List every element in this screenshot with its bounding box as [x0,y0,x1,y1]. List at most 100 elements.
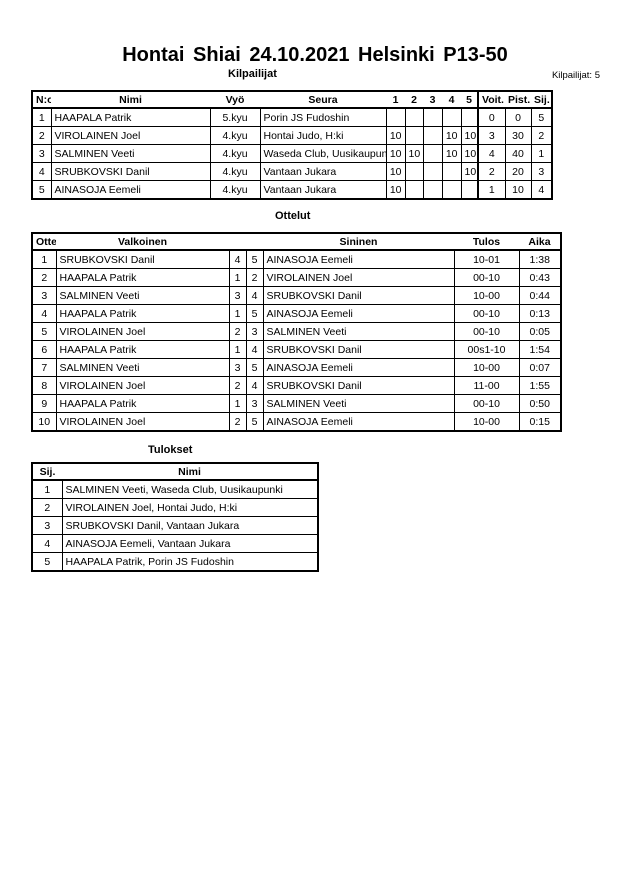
table-cell: VIROLAINEN Joel [262,268,455,287]
table-row: 1 SRUBKOVSKI Danil 4 5 AINASOJA Eemeli 10-01 1… [31,249,562,269]
column-header: Seura [260,91,386,109]
table-cell: 2 [245,268,264,287]
table-cell: 4.kyu [209,162,261,181]
table-cell: 10 [460,126,479,145]
column-header: Tulos [454,233,519,251]
table-cell [404,162,424,181]
table-cell: 5 [530,107,553,127]
table-cell: 3 [228,358,247,377]
table-cell [441,162,462,181]
table-row: 4 AINASOJA Eemeli, Vantaan Jukara [31,534,319,553]
table-cell: 4 [477,144,506,163]
table-cell: AINASOJA Eemeli [262,304,455,323]
competitors-table: N:oNimiVyöSeura12345Voit.Pist.Sij.1HAAPA… [31,90,553,200]
table-cell: 0:50 [518,394,562,413]
table-cell: 4 [245,286,264,305]
table-cell: 3 [477,126,506,145]
table-cell: HAAPALA Patrik [50,107,211,127]
table-cell: 4 [228,249,247,269]
column-header: Nimi [51,91,210,109]
table-cell: 1 [31,479,63,499]
table-cell: SALMINEN Veeti [262,322,455,341]
table-cell: 40 [504,144,532,163]
table-cell: VIROLAINEN Joel [55,412,230,432]
table-cell: 3 [31,286,57,305]
table-cell: 10 [31,412,57,432]
table-row: 5 VIROLAINEN Joel 2 3 SALMINEN Veeti 00-10 0:0… [31,322,562,341]
column-header: Sij. [32,463,62,481]
table-cell: 10 [460,162,479,181]
table-cell: 10 [404,144,424,163]
table-cell: 00-10 [453,394,520,413]
page-title: Hontai Shiai 24.10.2021 Helsinki P13-50 [122,44,508,66]
table-cell: 10 [460,144,479,163]
table-cell: AINASOJA Eemeli [262,358,455,377]
table-cell: 11-00 [453,376,520,395]
table-cell: 5 [245,412,264,432]
table-cell: SALMINEN Veeti [50,144,211,163]
table-cell: 3 [245,394,264,413]
table-cell: 5 [31,322,57,341]
table-cell: 00-10 [453,268,520,287]
table-cell [404,107,424,127]
matches-heading: Ottelut [275,210,311,222]
table-cell: 5 [245,304,264,323]
table-cell: 00-10 [453,322,520,341]
table-row: 4 HAAPALA Patrik 1 5 AINASOJA Eemeli 00-10 0:1… [31,304,562,323]
table-cell: 10 [504,180,532,200]
table-cell: 30 [504,126,532,145]
table-cell: 2 [31,498,63,517]
table-row: 8 VIROLAINEN Joel 2 4 SRUBKOVSKI Danil 11-00 1… [31,376,562,395]
table-cell [422,126,443,145]
table-cell: 2 [228,376,247,395]
results-table: Sij. Nimi 1 SALMINEN Veeti, Waseda Club, Uu… [31,462,319,572]
table-row: 3 SALMINEN Veeti 3 4 SRUBKOVSKI Danil 10-00 0:… [31,286,562,305]
table-cell: 1 [31,107,52,127]
table-cell: AINASOJA Eemeli [262,412,455,432]
table-cell: 9 [31,394,57,413]
table-cell: SRUBKOVSKI Danil [262,340,455,359]
column-header [246,233,263,251]
table-cell: AINASOJA Eemeli, Vantaan Jukara [61,534,319,553]
column-header: 3 [423,91,442,109]
table-cell: SALMINEN Veeti [262,394,455,413]
table-cell: SRUBKOVSKI Danil [50,162,211,181]
table-cell: SRUBKOVSKI Danil [262,376,455,395]
competitor-count: Kilpailijat: 5 [551,70,600,81]
table-cell: 2 [228,412,247,432]
table-cell: 10 [385,144,406,163]
table-cell: 2 [31,268,57,287]
table-cell: HAAPALA Patrik, Porin JS Fudoshin [61,552,319,572]
table-cell: 0:15 [518,412,562,432]
table-cell: 2 [530,126,553,145]
table-cell: 3 [530,162,553,181]
table-cell: 1 [477,180,506,200]
table-cell: 4 [31,304,57,323]
table-cell: SRUBKOVSKI Danil, Vantaan Jukara [61,516,319,535]
table-cell: 4 [530,180,553,200]
table-cell: 4 [31,162,52,181]
table-cell: 1:55 [518,376,562,395]
table-cell: 7 [31,358,57,377]
column-header: Valkoinen [56,233,229,251]
table-cell [441,180,462,200]
table-row: 2 VIROLAINEN Joel, Hontai Judo, H:ki [31,498,319,517]
table-cell: 4 [31,534,63,553]
table-cell: Waseda Club, Uusikaupunki [259,144,387,163]
column-header: Ottelu [32,233,56,251]
table-cell: HAAPALA Patrik [55,340,230,359]
table-cell: HAAPALA Patrik [55,394,230,413]
table-cell: SALMINEN Veeti, Waseda Club, Uusikaupunk… [61,479,319,499]
table-cell: 3 [245,322,264,341]
table-cell: 4 [245,376,264,395]
table-cell: SALMINEN Veeti [55,286,230,305]
table-cell: 0:13 [518,304,562,323]
table-cell: 0 [504,107,532,127]
table-cell: SRUBKOVSKI Danil [55,249,230,269]
column-header: 1 [386,91,405,109]
table-cell: Vantaan Jukara [259,162,387,181]
competitors-heading: Kilpailijat [228,68,277,80]
table-cell: VIROLAINEN Joel [55,322,230,341]
table-cell: 3 [31,144,52,163]
table-cell: 1 [31,249,57,269]
